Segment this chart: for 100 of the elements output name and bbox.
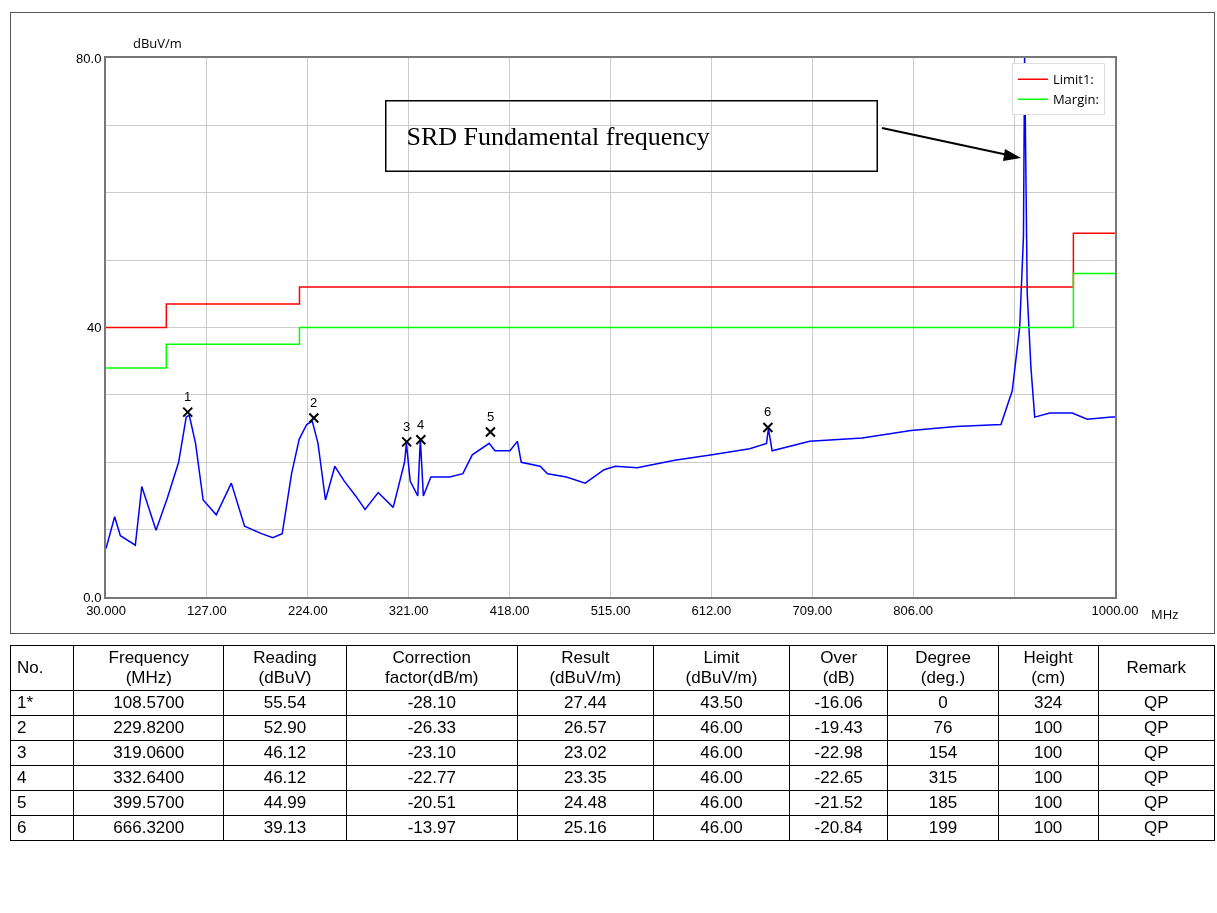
text: 52.90 (223, 715, 347, 741)
y-tick-label: 40 (86, 320, 102, 336)
annotation: 3 (403, 419, 411, 434)
text: 0 (887, 690, 999, 716)
text: QP (1098, 790, 1215, 816)
point (182, 406, 194, 418)
text: 319.0600 (73, 740, 224, 766)
text: 6 (10, 815, 74, 841)
text: 154 (887, 740, 999, 766)
text: 315 (887, 765, 999, 791)
text: 39.13 (223, 815, 347, 841)
x-tick-label: 612.00 (691, 602, 732, 618)
text: -20.84 (789, 815, 888, 841)
text: 27.44 (517, 690, 654, 716)
text: QP (1098, 765, 1215, 791)
text: 46.00 (653, 740, 790, 766)
text: -16.06 (789, 690, 888, 716)
text: 100 (998, 815, 1098, 841)
text: -22.65 (789, 765, 888, 791)
text: -19.43 (789, 715, 888, 741)
text: 2 (10, 715, 74, 741)
text: 46.12 (223, 740, 347, 766)
text: 46.00 (653, 815, 790, 841)
text: Degree (deg.) (887, 645, 999, 691)
text: Reading (dBuV) (223, 645, 347, 691)
text: 5 (10, 790, 74, 816)
text: Over (dB) (789, 645, 888, 691)
text: QP (1098, 690, 1215, 716)
text: 46.00 (653, 715, 790, 741)
text: 55.54 (223, 690, 347, 716)
point (415, 434, 427, 446)
x-tick-label: 709.00 (792, 602, 833, 618)
text: QP (1098, 740, 1215, 766)
text: -22.77 (346, 765, 518, 791)
text: 46.00 (653, 765, 790, 791)
text: 1* (10, 690, 74, 716)
text: Correction factor(dB/m) (346, 645, 518, 691)
x-tick-label: 30.000 (86, 602, 126, 618)
y-tick-label: 80.0 (76, 50, 102, 66)
text: 100 (998, 790, 1098, 816)
text: 100 (998, 765, 1098, 791)
text: 76 (887, 715, 999, 741)
text: 25.16 (517, 815, 654, 841)
text: QP (1098, 815, 1215, 841)
text: Remark (1098, 645, 1215, 691)
text: 4 (10, 765, 74, 791)
text: -21.52 (789, 790, 888, 816)
y-tick-label: 0.0 (83, 589, 102, 605)
text: No. (10, 645, 74, 691)
point (401, 436, 413, 448)
text: 46.12 (223, 765, 347, 791)
annotation: 4 (417, 417, 425, 432)
text: -22.98 (789, 740, 888, 766)
point (308, 412, 320, 424)
text: -26.33 (346, 715, 518, 741)
text: 100 (998, 740, 1098, 766)
text: 324 (998, 690, 1098, 716)
text: 44.99 (223, 790, 347, 816)
x-axis-title: MHz (1151, 605, 1179, 623)
text: -23.10 (346, 740, 518, 766)
text: 399.5700 (73, 790, 224, 816)
text: 229.8200 (73, 715, 224, 741)
text: 23.35 (517, 765, 654, 791)
annotation: SRD Fundamental frequency (406, 121, 710, 151)
text: 332.6400 (73, 765, 224, 791)
text: Limit (dBuV/m) (653, 645, 790, 691)
text: QP (1098, 715, 1215, 741)
text: 3 (10, 740, 74, 766)
annotation: 5 (487, 409, 495, 424)
x-tick-label: 418.00 (489, 602, 530, 618)
text: 26.57 (517, 715, 654, 741)
annotation: 1 (184, 389, 192, 404)
text: -28.10 (346, 690, 518, 716)
text: 46.00 (653, 790, 790, 816)
line-series (106, 58, 1115, 550)
text: 24.48 (517, 790, 654, 816)
point (762, 421, 774, 433)
x-tick-label: 224.00 (287, 602, 328, 618)
annotation: 6 (764, 404, 772, 419)
point (484, 426, 496, 438)
legend-label: Margin: (1052, 90, 1099, 109)
text: 108.5700 (73, 690, 224, 716)
text: 199 (887, 815, 999, 841)
x-tick-label: 515.00 (590, 602, 631, 618)
x-tick-label: 806.00 (893, 602, 934, 618)
x-tick-label: 321.00 (388, 602, 429, 618)
text: 185 (887, 790, 999, 816)
text: 666.3200 (73, 815, 224, 841)
text: 100 (998, 715, 1098, 741)
text: 23.02 (517, 740, 654, 766)
y-axis-title: dBuV/m (133, 34, 182, 52)
text: -13.97 (346, 815, 518, 841)
x-tick-label: 127.00 (187, 602, 227, 618)
legend-label: Limit1: (1052, 70, 1094, 89)
text: Frequency (MHz) (73, 645, 224, 691)
text: -20.51 (346, 790, 518, 816)
x-tick-label: 1000.00 (1091, 602, 1139, 618)
text: Height (cm) (998, 645, 1098, 691)
text: 43.50 (653, 690, 790, 716)
text: Result (dBuV/m) (517, 645, 654, 691)
